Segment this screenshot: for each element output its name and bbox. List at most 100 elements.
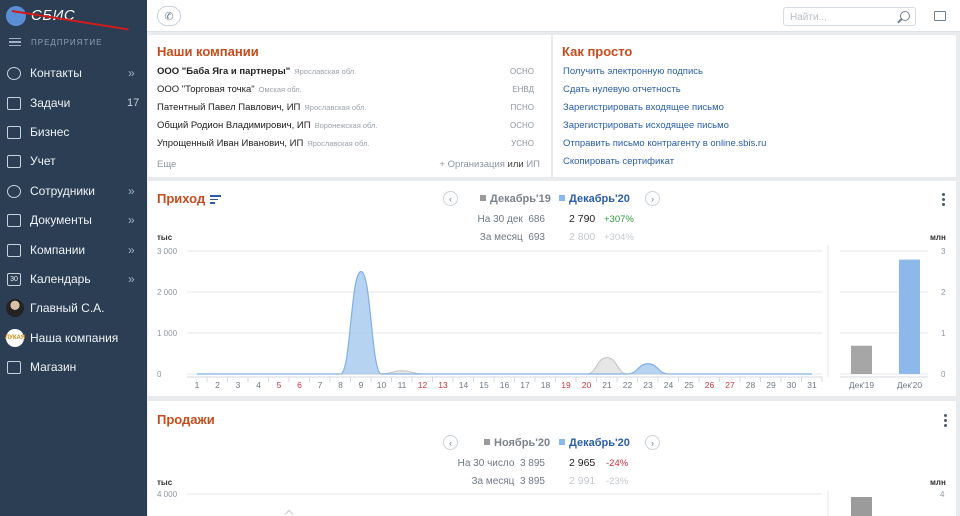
x-tick-label: 24	[664, 380, 674, 390]
howto-link[interactable]: Скопировать сертификат	[563, 156, 675, 167]
income-stat-label-1: За месяц 693	[479, 232, 545, 243]
company-name[interactable]: Упрощенный Иван Иванович, ИП	[157, 138, 304, 149]
x-tick-label: 28	[746, 380, 756, 390]
company-tax-regime: ПСНО	[510, 103, 534, 112]
x-tick-label: 29	[766, 380, 776, 390]
x-tick-label: 13	[438, 380, 448, 390]
company-row[interactable]: ООО "Баба Яга и партнеры" Ярославская обл…	[157, 66, 541, 80]
legend-prev[interactable]: Декабрь'19	[480, 193, 551, 205]
y-tick-label: 3 000	[157, 247, 178, 256]
building-icon	[7, 243, 21, 257]
x-tick-label: 14	[459, 380, 469, 390]
howto-title: Как просто	[562, 44, 633, 59]
paper-plane-icon	[7, 213, 21, 227]
expand-chevron-icon[interactable]: »	[128, 243, 135, 257]
company-name[interactable]: ООО "Баба Яга и партнеры"	[157, 66, 291, 77]
companies-panel: Наши компании ООО "Баба Яга и партнеры" Я…	[148, 35, 551, 177]
income-menu-icon[interactable]	[942, 193, 945, 208]
expand-chevron-icon[interactable]: »	[128, 66, 135, 80]
company-row[interactable]: Упрощенный Иван Иванович, ИП Ярославская …	[157, 138, 541, 152]
howto-link[interactable]: Отправить письмо контрагенту в online.sb…	[563, 138, 767, 149]
x-tick-label: 3	[236, 380, 241, 390]
x-tick-label: 6	[297, 380, 302, 390]
company-row[interactable]: Патентный Павел Павлович, ИП Ярославская …	[157, 102, 541, 116]
income-unit-right: млн	[930, 233, 946, 242]
next-period-button[interactable]: ›	[645, 191, 660, 206]
sidebar-item-4[interactable]: Сотрудники »	[0, 180, 147, 202]
sales-legend-curr[interactable]: Декабрь'20	[559, 437, 630, 449]
x-tick-label: 12	[418, 380, 428, 390]
phone-icon: ✆	[164, 10, 174, 23]
search-box[interactable]	[783, 7, 916, 26]
sales-panel	[148, 401, 956, 516]
sales-legend-prev[interactable]: Ноябрь'20	[484, 437, 550, 449]
org-label[interactable]: ПРЕДПРИЯТИЕ	[31, 38, 103, 47]
sidebar-item-9[interactable]: ЛУКАЯ Наша компания	[0, 327, 147, 349]
income-panel	[148, 181, 956, 396]
sidebar-item-1[interactable]: Задачи 17	[0, 92, 147, 114]
x-tick-label: 20	[582, 380, 592, 390]
sidebar-item-6[interactable]: Компании »	[0, 239, 147, 261]
filter-icon[interactable]	[210, 195, 221, 206]
x-tick-label: 11	[398, 380, 407, 390]
phone-button[interactable]: ✆	[157, 6, 181, 26]
x-tick-label: 8	[338, 380, 343, 390]
income-title[interactable]: Приход	[157, 191, 206, 206]
avatar-icon	[6, 299, 24, 317]
search-icon[interactable]	[900, 11, 910, 21]
sidebar-item-0[interactable]: Контакты »	[0, 62, 147, 84]
company-row[interactable]: Общий Родион Владимирович, ИП Воронежская…	[157, 120, 541, 134]
x-tick-label: 5	[277, 380, 282, 390]
companies-title[interactable]: Наши компании	[157, 44, 259, 59]
sidebar-item-10[interactable]: Магазин	[0, 356, 147, 378]
howto-link[interactable]: Получить электронную подпись	[563, 66, 703, 77]
sales-stat-delta-0: -24%	[606, 458, 629, 469]
expand-chevron-icon[interactable]: »	[128, 272, 135, 286]
howto-link[interactable]: Зарегистрировать входящее письмо	[563, 102, 724, 113]
bar-category-label: Дек'19	[849, 380, 875, 390]
howto-link[interactable]: Сдать нулевую отчетность	[563, 84, 681, 95]
income-stat-curr-1: 2 800	[569, 231, 596, 243]
company-name[interactable]: Общий Родион Владимирович, ИП	[157, 120, 311, 131]
series-curr-area	[197, 271, 812, 374]
series-prev-area	[197, 357, 812, 374]
search-input[interactable]	[790, 10, 890, 24]
bar-y-tick-label: 3	[941, 247, 946, 256]
chat-icon	[7, 66, 21, 80]
add-org-prefix[interactable]: + Организация	[439, 159, 505, 170]
tray-icon[interactable]	[934, 11, 946, 21]
more-companies-link[interactable]: Еще	[157, 159, 177, 170]
sales-stat-label-0: На 30 число 3 895	[457, 458, 545, 469]
company-name[interactable]: Патентный Павел Павлович, ИП	[157, 102, 301, 113]
sidebar-item-5[interactable]: Документы »	[0, 209, 147, 231]
menu-icon[interactable]	[9, 38, 21, 46]
add-organization-link[interactable]: + Организация или ИП	[439, 159, 540, 170]
sidebar-item-label: Задачи	[30, 96, 71, 110]
howto-link[interactable]: Зарегистрировать исходящее письмо	[563, 120, 729, 131]
sidebar-item-8[interactable]: Главный С.А.	[0, 297, 147, 319]
sales-title[interactable]: Продажи	[157, 412, 215, 427]
expand-chevron-icon[interactable]: »	[128, 213, 135, 227]
legend-curr-swatch	[559, 195, 565, 201]
sidebar-item-7[interactable]: 30 Календарь »	[0, 268, 147, 290]
company-tax-regime: ОСНО	[510, 121, 534, 130]
prev-period-button[interactable]: ‹	[443, 191, 458, 206]
sales-next-period-button[interactable]: ›	[645, 435, 660, 450]
y-tick-label: 2 000	[157, 288, 178, 297]
legend-curr[interactable]: Декабрь'20	[559, 193, 630, 205]
add-ip-link[interactable]: ИП	[526, 159, 540, 170]
sales-prev-period-button[interactable]: ‹	[443, 435, 458, 450]
company-name[interactable]: ООО "Торговая точка"	[157, 84, 255, 95]
sales-bar-prev[interactable]	[851, 497, 872, 516]
x-tick-label: 4	[256, 380, 261, 390]
sales-menu-icon[interactable]	[944, 414, 947, 429]
company-row[interactable]: ООО "Торговая точка" Омская обл. ЕНВД	[157, 84, 541, 98]
topbar: ✆	[147, 0, 960, 32]
expand-chevron-icon[interactable]: »	[128, 184, 135, 198]
sidebar-item-3[interactable]: Учет	[0, 150, 147, 172]
sidebar-item-2[interactable]: Бизнес	[0, 121, 147, 143]
income-stat-curr-0: 2 790	[569, 213, 596, 225]
legend-prev-label: Декабрь'19	[490, 193, 551, 205]
x-tick-label: 23	[643, 380, 653, 390]
sidebar: СБИС ПРЕДПРИЯТИЕ Контакты»Задачи17Бизнес…	[0, 0, 147, 516]
